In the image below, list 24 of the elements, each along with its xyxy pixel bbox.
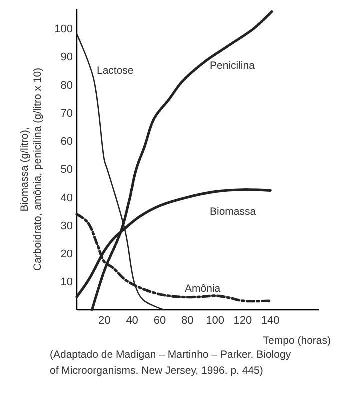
y-tick-label: 30 xyxy=(60,220,73,232)
y-tick-label: 60 xyxy=(60,136,73,148)
series-label: Amônia xyxy=(185,283,221,295)
y-tick-label: 20 xyxy=(60,248,73,261)
y-tick-label: 100 xyxy=(54,24,73,36)
series-label: Lactose xyxy=(97,65,134,77)
y-axis-title: Biomassa (g/litro), Carboidrato, amônia, penicilina (g/litro x 10) xyxy=(19,68,44,272)
series-label: Biomassa xyxy=(210,206,256,218)
x-tick-label: 20 xyxy=(98,315,111,327)
y-tick-label: 10 xyxy=(60,276,73,289)
x-tick-label: 80 xyxy=(182,315,194,327)
y-tick-label: 40 xyxy=(60,192,73,204)
series-label: Penicilina xyxy=(210,60,256,72)
x-tick-label: 40 xyxy=(126,315,138,327)
x-axis-title: Tempo (horas) xyxy=(263,335,331,347)
x-tick-label: 100 xyxy=(206,315,224,327)
y-tick-label: 70 xyxy=(60,108,73,120)
y-tick-label: 80 xyxy=(60,80,73,92)
y-tick-label: 50 xyxy=(60,164,73,176)
y-tick-label: 90 xyxy=(60,52,73,64)
text: (Adaptado de Madigan – Martinho – Parker. Biology of Microorganisms. New Jersey, 1996. p. 445) xyxy=(50,349,292,377)
x-tick-label: 140 xyxy=(261,315,280,327)
x-tick-label: 60 xyxy=(154,315,166,327)
x-tick-label: 120 xyxy=(234,315,252,327)
